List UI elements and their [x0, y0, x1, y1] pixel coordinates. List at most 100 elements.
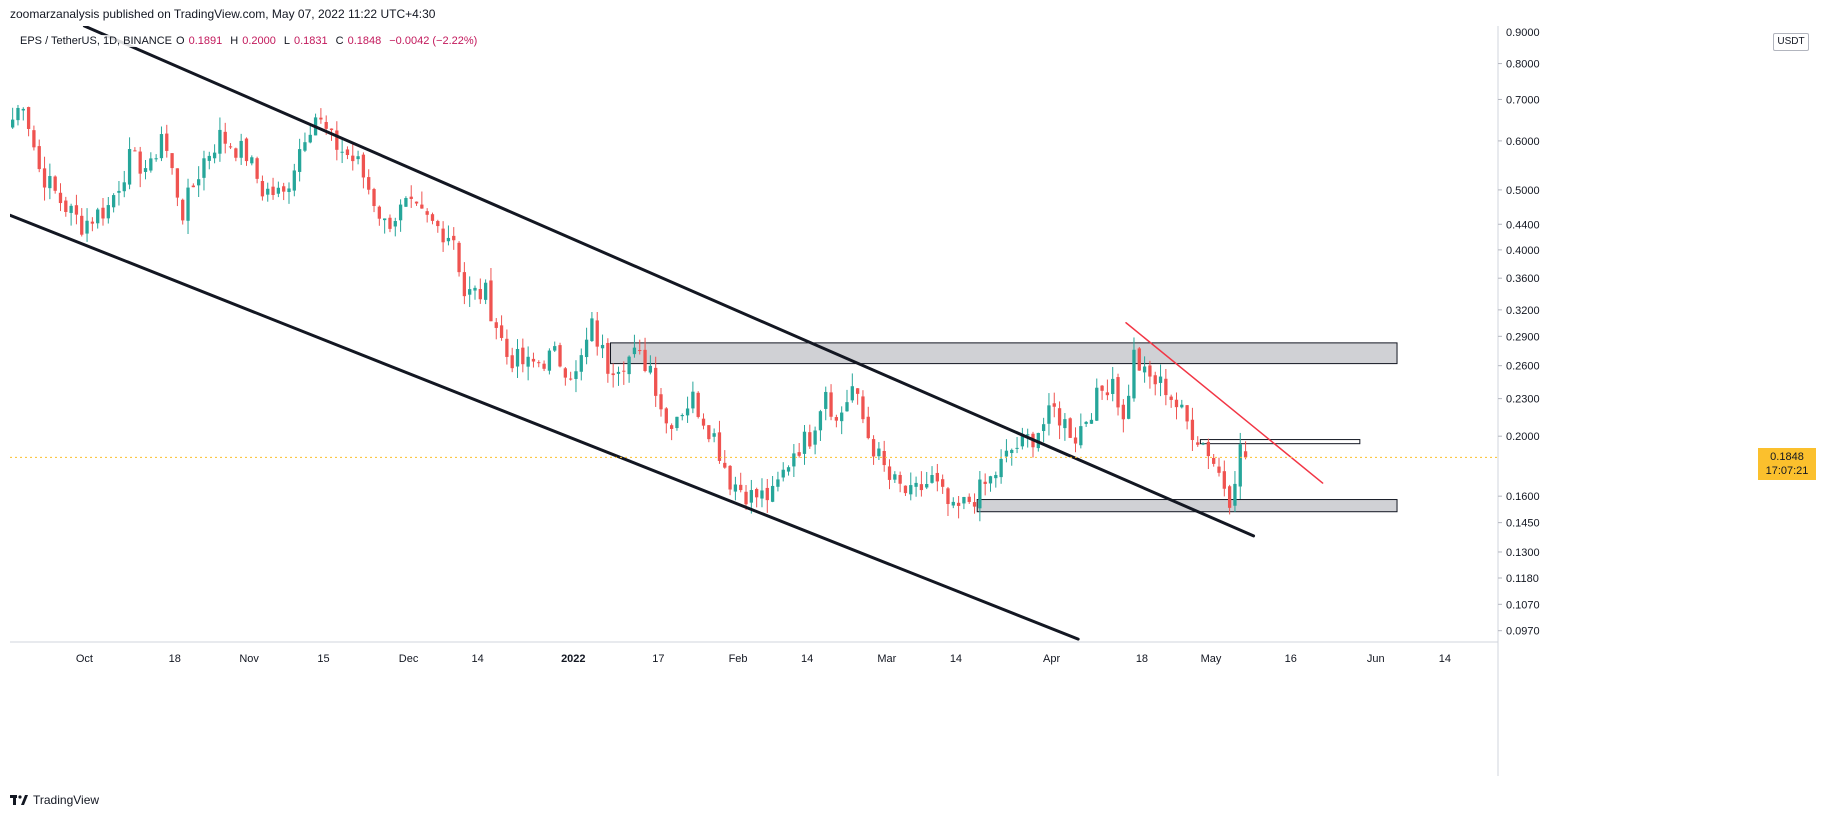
time-tick-label: 2022	[561, 653, 585, 665]
candle-body	[436, 221, 440, 227]
candle-body	[749, 490, 753, 503]
candle-body	[282, 186, 286, 192]
candle-body	[813, 430, 817, 445]
time-tick-label: Nov	[239, 653, 259, 665]
candle-body	[776, 479, 780, 487]
candle-body	[569, 378, 573, 380]
candle-body	[1158, 376, 1163, 383]
candle-body	[887, 466, 892, 480]
candle-body	[1190, 419, 1195, 441]
candle-body	[1111, 378, 1115, 394]
candle-body	[691, 391, 695, 409]
candle-body	[154, 158, 158, 160]
candle-body	[882, 450, 886, 466]
price-axis[interactable]: 0.8000 0.7000 0.6000 0.5000 0.4400 0.4000 0.36…	[1498, 27, 1540, 638]
candles-layer	[11, 104, 1248, 522]
candle-body	[186, 187, 190, 221]
candle-body	[999, 458, 1003, 478]
channel-lower-line	[10, 213, 1080, 641]
candle-body	[744, 491, 748, 505]
candle-body	[48, 176, 52, 189]
candle-body	[584, 339, 589, 358]
candle-body	[739, 484, 743, 491]
candle-body	[680, 415, 684, 417]
open-label: O	[176, 35, 185, 47]
candle-body	[165, 133, 169, 151]
candle-body	[228, 146, 233, 148]
time-tick-label: May	[1201, 653, 1222, 665]
zones-layer	[610, 342, 1398, 513]
candle-body	[1004, 450, 1009, 457]
candle-body	[1212, 457, 1216, 464]
candle-body	[32, 130, 36, 148]
candle-body	[1057, 408, 1062, 426]
candle-body	[489, 280, 493, 322]
candle-body	[26, 107, 31, 129]
candle-body	[1047, 405, 1051, 424]
candle-body	[930, 475, 934, 483]
time-tick-label: 14	[1439, 653, 1451, 665]
candle-body	[1233, 483, 1237, 506]
candle-body	[170, 153, 174, 169]
low-value: 0.1831	[293, 35, 328, 47]
candle-body	[962, 496, 966, 504]
candle-body	[1243, 451, 1248, 458]
tradingview-brand[interactable]: TradingView	[10, 793, 99, 807]
time-tick-label: 14	[950, 653, 962, 665]
last-price-label: 0.1848 17:07:21	[1758, 448, 1816, 481]
price-tick-label: 0.0970	[1506, 626, 1540, 638]
candle-body	[250, 157, 254, 164]
candle-body	[994, 475, 998, 479]
candle-body	[802, 431, 807, 454]
change-value: −0.0042 (−2.22%)	[389, 35, 478, 47]
candle-body	[473, 287, 477, 291]
candle-body	[1015, 447, 1019, 449]
currency-badge[interactable]: USDT	[1773, 33, 1809, 51]
candle-body	[1084, 421, 1088, 424]
candle-body	[478, 288, 482, 300]
candle-body	[1217, 466, 1221, 473]
candle-body	[53, 176, 57, 191]
candle-body	[643, 349, 647, 371]
candle-body	[595, 320, 599, 347]
time-tick-label: 16	[1285, 653, 1297, 665]
candle-body	[468, 289, 472, 295]
candle-body	[521, 347, 525, 365]
candle-body	[675, 416, 679, 429]
candle-body	[845, 402, 849, 412]
candle-body	[80, 215, 84, 235]
high-value: 0.2000	[242, 35, 276, 47]
candle-body	[855, 388, 860, 394]
candle-body	[101, 207, 105, 219]
candle-body	[260, 181, 265, 197]
candle-body	[1068, 418, 1072, 438]
price-chart[interactable]: 0.8000 0.7000 0.6000 0.5000 0.4400 0.4000 0.36…	[10, 26, 1762, 776]
candle-body	[297, 149, 302, 172]
minor-level-box	[1199, 439, 1361, 445]
candle-body	[760, 490, 764, 499]
candle-body	[707, 425, 711, 440]
candle-body	[553, 346, 557, 351]
time-axis[interactable]: Oct 18 Nov 15 Dec 14 2022 17 Feb 14 Mar 14 Apr 18 May 1…	[76, 653, 1451, 665]
price-tick-label: 0.2600	[1506, 361, 1540, 373]
price-tick-label: 0.2300	[1506, 394, 1540, 406]
candle-body	[361, 154, 366, 178]
candle-body	[111, 195, 116, 208]
candle-body	[632, 347, 637, 355]
candle-body	[685, 408, 690, 416]
price-tick-label: 0.1070	[1506, 599, 1540, 611]
candle-body	[1052, 403, 1056, 407]
chart-area[interactable]: 0.8000 0.7000 0.6000 0.5000 0.4400 0.4000 0.36…	[10, 26, 1762, 776]
candle-body	[505, 338, 509, 357]
candle-body	[420, 204, 424, 209]
symbol-label[interactable]: EPS / TetherUS, 1D, BINANCE	[20, 35, 173, 47]
candle-body	[42, 168, 47, 188]
candle-body	[600, 344, 605, 349]
candle-body	[1201, 443, 1205, 445]
candle-body	[654, 367, 658, 396]
price-tick-label: 0.7000	[1506, 94, 1540, 106]
candle-body	[1227, 486, 1232, 508]
candle-body	[223, 131, 227, 144]
price-tick-label: 0.1600	[1506, 491, 1540, 503]
candle-body	[786, 467, 791, 472]
